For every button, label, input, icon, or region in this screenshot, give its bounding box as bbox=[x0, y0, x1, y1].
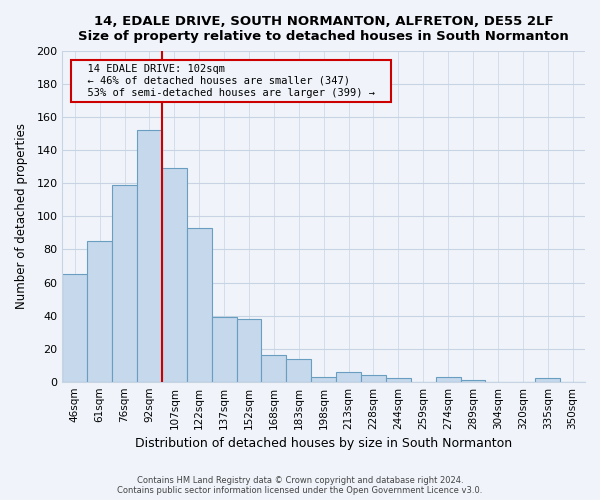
Bar bbox=[436, 376, 461, 382]
X-axis label: Distribution of detached houses by size in South Normanton: Distribution of detached houses by size … bbox=[135, 437, 512, 450]
Title: 14, EDALE DRIVE, SOUTH NORMANTON, ALFRETON, DE55 2LF
Size of property relative t: 14, EDALE DRIVE, SOUTH NORMANTON, ALFRET… bbox=[78, 15, 569, 43]
Y-axis label: Number of detached properties: Number of detached properties bbox=[15, 124, 28, 310]
Bar bbox=[62, 274, 87, 382]
Bar bbox=[137, 130, 162, 382]
Bar bbox=[112, 185, 137, 382]
Text: 14 EDALE DRIVE: 102sqm
  ← 46% of detached houses are smaller (347)
  53% of sem: 14 EDALE DRIVE: 102sqm ← 46% of detached… bbox=[75, 64, 387, 98]
Bar bbox=[386, 378, 411, 382]
Bar bbox=[212, 317, 236, 382]
Bar bbox=[311, 376, 336, 382]
Bar bbox=[461, 380, 485, 382]
Bar bbox=[162, 168, 187, 382]
Bar bbox=[187, 228, 212, 382]
Bar bbox=[535, 378, 560, 382]
Bar bbox=[286, 358, 311, 382]
Bar bbox=[87, 241, 112, 382]
Text: Contains HM Land Registry data © Crown copyright and database right 2024.
Contai: Contains HM Land Registry data © Crown c… bbox=[118, 476, 482, 495]
Bar bbox=[361, 375, 386, 382]
Bar bbox=[236, 319, 262, 382]
Bar bbox=[262, 355, 286, 382]
Bar bbox=[336, 372, 361, 382]
